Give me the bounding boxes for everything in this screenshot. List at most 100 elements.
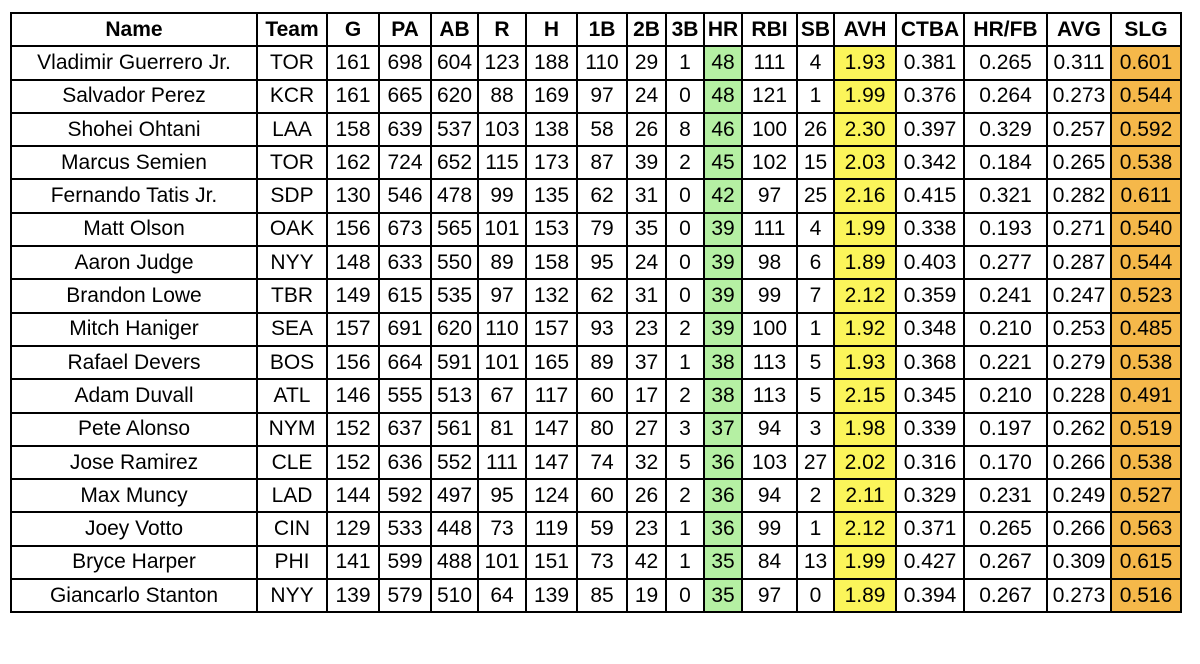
stat-cell: BOS xyxy=(256,344,328,381)
stat-cell: 0.540 xyxy=(1110,211,1182,248)
stat-cell: 0.342 xyxy=(895,145,965,181)
stat-cell: 94 xyxy=(741,411,798,447)
header-cell: 1B xyxy=(576,11,628,48)
stat-cell: 152 xyxy=(326,411,380,447)
stat-cell: 5 xyxy=(665,444,705,481)
stat-cell: 173 xyxy=(525,145,578,181)
stat-cell: CLE xyxy=(256,444,328,481)
stat-cell: 0.321 xyxy=(963,178,1048,214)
stat-cell: 0.265 xyxy=(963,511,1048,547)
table-row: Marcus Semien TOR 162 724 652 115 173 87 39 2 45 10… xyxy=(10,145,1182,181)
header-cell: 2B xyxy=(626,11,667,48)
stat-cell: ATL xyxy=(256,378,328,414)
stat-cell: 0.265 xyxy=(963,45,1048,81)
stat-cell: 95 xyxy=(576,245,628,281)
table-body: Vladimir Guerrero Jr. TOR 161 698 604 123 188 1… xyxy=(10,45,1182,614)
stat-cell: 99 xyxy=(741,278,798,314)
stat-cell: 74 xyxy=(576,444,628,481)
stat-cell: 0.485 xyxy=(1110,311,1182,347)
stat-cell: 147 xyxy=(525,411,578,447)
stat-cell: 7 xyxy=(796,278,835,314)
stat-cell: 110 xyxy=(576,45,628,81)
stat-cell: 0.345 xyxy=(895,378,965,414)
stat-cell: 35 xyxy=(626,211,667,248)
stat-cell: CIN xyxy=(256,511,328,547)
stat-cell: 0.523 xyxy=(1110,278,1182,314)
stat-cell: 88 xyxy=(477,78,527,114)
stat-cell: SEA xyxy=(256,311,328,347)
stat-cell: 513 xyxy=(430,378,479,414)
stat-cell: 0.516 xyxy=(1110,578,1182,614)
stat-cell: 101 xyxy=(477,344,527,381)
stat-cell: 24 xyxy=(626,78,667,114)
stat-cell: 3 xyxy=(796,411,835,447)
stat-cell: 0 xyxy=(665,78,705,114)
stat-cell: 0.266 xyxy=(1046,444,1112,481)
stat-cell: 0.257 xyxy=(1046,111,1112,148)
player-name: Rafael Devers xyxy=(10,344,258,381)
stat-cell: 0.359 xyxy=(895,278,965,314)
stat-cell: 673 xyxy=(378,211,432,248)
stat-cell: 1.93 xyxy=(833,45,897,81)
stat-cell: 2 xyxy=(665,378,705,414)
stat-cell: 0.221 xyxy=(963,344,1048,381)
stat-cell: TOR xyxy=(256,145,328,181)
stat-cell: 111 xyxy=(477,444,527,481)
stat-cell: 0.267 xyxy=(963,544,1048,581)
stat-cell: 38 xyxy=(703,378,743,414)
stat-cell: 2.30 xyxy=(833,111,897,148)
stat-cell: 42 xyxy=(626,544,667,581)
stat-cell: 110 xyxy=(477,311,527,347)
stat-cell: 45 xyxy=(703,145,743,181)
stat-cell: 36 xyxy=(703,444,743,481)
stat-cell: 31 xyxy=(626,278,667,314)
stat-cell: 0.329 xyxy=(895,478,965,514)
header-cell: RBI xyxy=(741,11,798,48)
player-name: Matt Olson xyxy=(10,211,258,248)
stat-cell: 1.98 xyxy=(833,411,897,447)
stat-cell: 591 xyxy=(430,344,479,381)
player-name: Fernando Tatis Jr. xyxy=(10,178,258,214)
stat-cell: 478 xyxy=(430,178,479,214)
player-name: Adam Duvall xyxy=(10,378,258,414)
stat-cell: 550 xyxy=(430,245,479,281)
stat-cell: 0.273 xyxy=(1046,578,1112,614)
stat-cell: 2.11 xyxy=(833,478,897,514)
player-name: Vladimir Guerrero Jr. xyxy=(10,45,258,81)
stat-cell: 698 xyxy=(378,45,432,81)
table-row: Brandon Lowe TBR 149 615 535 97 132 62 31 0 39 99 7 2… xyxy=(10,278,1182,314)
stat-cell: 0.267 xyxy=(963,578,1048,614)
stat-cell: 4 xyxy=(796,211,835,248)
table-row: Rafael Devers BOS 156 664 591 101 165 89 37 1 38 11… xyxy=(10,344,1182,381)
stat-cell: 0.271 xyxy=(1046,211,1112,248)
stat-cell: 0.311 xyxy=(1046,45,1112,81)
stat-cell: 0.277 xyxy=(963,245,1048,281)
table-row: Fernando Tatis Jr. SDP 130 546 478 99 135 62 31 0… xyxy=(10,178,1182,214)
stat-cell: 565 xyxy=(430,211,479,248)
stat-cell: 0.249 xyxy=(1046,478,1112,514)
stat-cell: 0.231 xyxy=(963,478,1048,514)
stat-cell: 637 xyxy=(378,411,432,447)
header-cell: AB xyxy=(430,11,479,48)
stat-cell: 103 xyxy=(477,111,527,148)
stat-cell: 0.544 xyxy=(1110,245,1182,281)
stat-cell: 664 xyxy=(378,344,432,381)
stat-cell: 1.89 xyxy=(833,245,897,281)
stat-cell: SDP xyxy=(256,178,328,214)
stat-cell: TBR xyxy=(256,278,328,314)
stat-cell: LAA xyxy=(256,111,328,148)
stat-cell: 620 xyxy=(430,311,479,347)
stat-cell: 84 xyxy=(741,544,798,581)
stat-cell: 0.265 xyxy=(1046,145,1112,181)
stat-cell: 35 xyxy=(703,544,743,581)
stat-cell: 2.02 xyxy=(833,444,897,481)
table-row: Shohei Ohtani LAA 158 639 537 103 138 58 26 8 46 10… xyxy=(10,111,1182,148)
header-cell: CTBA xyxy=(895,11,965,48)
stat-cell: 2.12 xyxy=(833,511,897,547)
stat-cell: 156 xyxy=(326,211,380,248)
stat-cell: 0.264 xyxy=(963,78,1048,114)
stat-cell: 0.592 xyxy=(1110,111,1182,148)
header-cell: AVG xyxy=(1046,11,1112,48)
stat-cell: 152 xyxy=(326,444,380,481)
